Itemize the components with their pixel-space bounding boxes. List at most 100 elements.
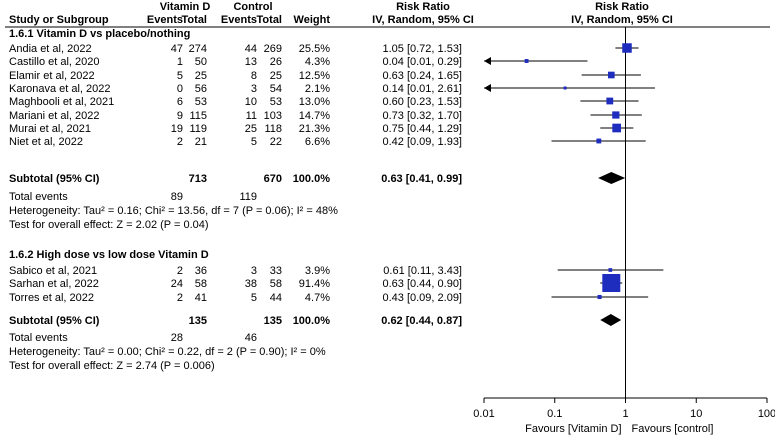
total-control: 44 (270, 292, 282, 304)
events-vitamin-d: 47 (171, 43, 183, 55)
total-vitamin-d: 36 (195, 265, 207, 277)
study-weight: 21.3% (299, 123, 330, 135)
events-vitamin-d: 2 (177, 136, 183, 148)
total-events-control: 46 (245, 332, 257, 344)
total-vitamin-d: 56 (195, 83, 207, 95)
total-events-control: 119 (239, 191, 257, 203)
x-axis-tick-label: 1 (622, 408, 628, 420)
subtotal-risk-ratio: 0.62 [0.44, 0.87] (381, 315, 462, 327)
rr-method-header-right: IV, Random, 95% CI (571, 14, 673, 26)
events-control: 11 (246, 110, 257, 122)
study-name: Elamir et al, 2022 (9, 70, 95, 82)
total-events-vitamin-d: 89 (171, 191, 183, 203)
total-vitamin-d: 50 (195, 56, 207, 68)
weight-header: Weight (294, 14, 331, 26)
total-control: 33 (270, 265, 282, 277)
events-header-1: Events (147, 14, 183, 26)
study-name: Karonava et al, 2022 (9, 83, 111, 95)
events-control: 8 (251, 70, 257, 82)
ci-arrow-left (484, 84, 491, 92)
study-weight: 6.6% (305, 136, 330, 148)
total-control: 54 (270, 83, 282, 95)
subgroup-title: 1.6.1 Vitamin D vs placebo/nothing (9, 28, 190, 40)
point-estimate-square (524, 59, 529, 63)
study-risk-ratio: 0.63 [0.44, 0.90] (382, 278, 462, 290)
point-estimate-square (608, 268, 613, 272)
events-vitamin-d: 19 (171, 123, 183, 135)
events-vitamin-d: 1 (177, 56, 183, 68)
pooled-diamond (600, 314, 622, 326)
total-control: 58 (270, 278, 282, 290)
total-control: 25 (270, 70, 282, 82)
heterogeneity-text: Heterogeneity: Tau² = 0.00; Chi² = 0.22,… (9, 346, 326, 358)
study-weight: 91.4% (299, 278, 330, 290)
study-name: Mariani et al, 2022 (9, 110, 100, 122)
heterogeneity-text: Heterogeneity: Tau² = 0.16; Chi² = 13.56… (9, 205, 338, 217)
study-name: Sarhan et al, 2022 (9, 278, 99, 290)
study-name: Andia et al, 2022 (9, 43, 92, 55)
study-name: Maghbooli et al, 2021 (9, 96, 114, 108)
events-control: 44 (245, 43, 257, 55)
events-control: 3 (251, 83, 257, 95)
events-control: 38 (245, 278, 257, 290)
subtotal-weight: 100.0% (293, 173, 331, 185)
favours-left-label: Favours [Vitamin D] (525, 423, 621, 435)
total-control: 269 (264, 43, 282, 55)
x-axis-tick-label: 10 (690, 408, 702, 420)
study-weight: 4.3% (305, 56, 330, 68)
total-events-label: Total events (9, 332, 68, 344)
point-estimate-square (596, 138, 602, 144)
events-vitamin-d: 2 (177, 292, 183, 304)
overall-effect-text: Test for overall effect: Z = 2.74 (P = 0… (9, 360, 215, 372)
total-header-1: Total (182, 14, 207, 26)
total-control: 118 (264, 123, 282, 135)
study-risk-ratio: 0.73 [0.32, 1.70] (382, 110, 462, 122)
subgroup-title: 1.6.2 High dose vs low dose Vitamin D (9, 249, 209, 261)
total-control: 53 (270, 96, 282, 108)
study-risk-ratio: 0.42 [0.09, 1.93] (382, 136, 462, 148)
total-vitamin-d: 41 (195, 292, 207, 304)
risk-ratio-header-left: Risk Ratio (396, 1, 450, 13)
events-control: 13 (245, 56, 257, 68)
point-estimate-square (607, 71, 615, 79)
total-vitamin-d: 53 (195, 96, 207, 108)
events-control: 5 (251, 292, 257, 304)
study-weight: 14.7% (299, 110, 330, 122)
subtotal-risk-ratio: 0.63 [0.41, 0.99] (381, 173, 462, 185)
point-estimate-square (612, 111, 620, 119)
study-weight: 4.7% (305, 292, 330, 304)
study-column-header: Study or Subgroup (9, 14, 109, 26)
events-control: 10 (245, 96, 257, 108)
events-control: 3 (251, 265, 257, 277)
ci-arrow-left (484, 57, 491, 65)
point-estimate-square (597, 294, 602, 300)
vitamin-d-header: Vitamin D (160, 1, 211, 13)
events-control: 5 (251, 136, 257, 148)
subtotal-total-control: 135 (264, 315, 282, 327)
events-control: 25 (245, 123, 257, 135)
events-vitamin-d: 2 (177, 265, 183, 277)
total-events-label: Total events (9, 191, 68, 203)
point-estimate-square (622, 43, 632, 53)
total-header-2: Total (257, 14, 282, 26)
study-weight: 12.5% (299, 70, 330, 82)
subtotal-label: Subtotal (95% CI) (9, 173, 100, 185)
total-vitamin-d: 25 (195, 70, 207, 82)
study-risk-ratio: 1.05 [0.72, 1.53] (382, 43, 462, 55)
pooled-diamond (598, 172, 626, 184)
study-name: Murai et al, 2021 (9, 123, 91, 135)
subtotal-total-vitamin-d: 713 (189, 173, 207, 185)
study-risk-ratio: 0.60 [0.23, 1.53] (382, 96, 462, 108)
total-vitamin-d: 58 (195, 278, 207, 290)
total-events-vitamin-d: 28 (171, 332, 183, 344)
total-control: 26 (270, 56, 282, 68)
study-name: Niet et al, 2022 (9, 136, 83, 148)
point-estimate-square (606, 97, 614, 105)
favours-right-label: Favours [control] (632, 423, 714, 435)
events-vitamin-d: 9 (177, 110, 183, 122)
total-vitamin-d: 274 (189, 43, 207, 55)
total-vitamin-d: 119 (189, 123, 207, 135)
study-risk-ratio: 0.61 [0.11, 3.43] (383, 265, 462, 277)
study-risk-ratio: 0.75 [0.44, 1.29] (382, 123, 462, 135)
